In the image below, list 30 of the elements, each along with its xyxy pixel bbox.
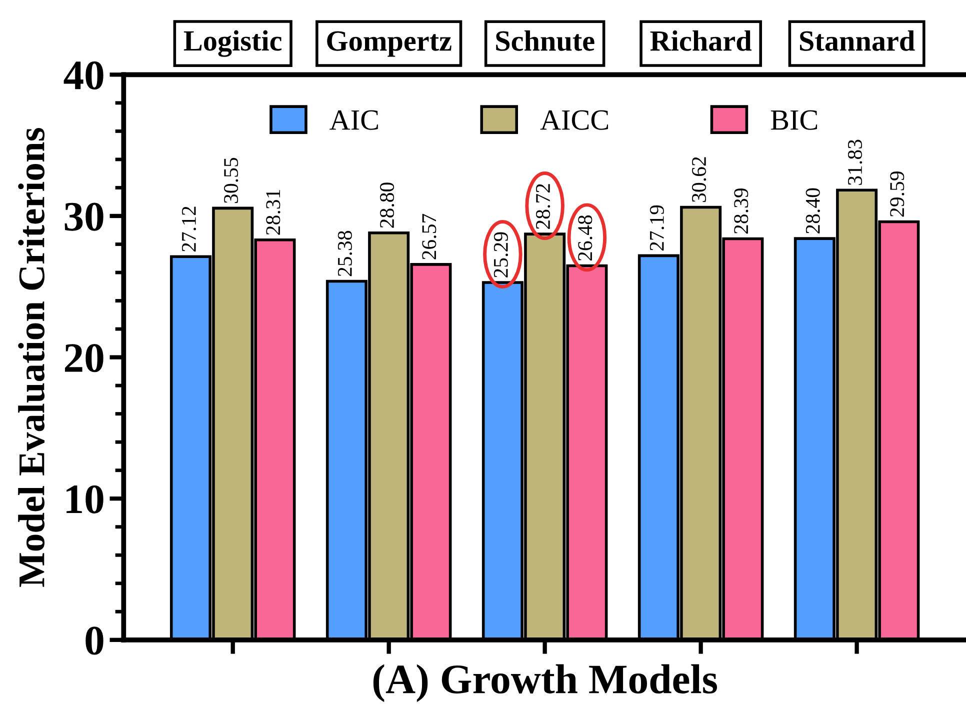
x-axis-title: (A) Growth Models (373, 664, 718, 702)
x-tick-label: Richard (650, 30, 752, 51)
data-label: 30.62 (692, 157, 706, 202)
data-label: 25.29 (494, 232, 508, 278)
data-label: 28.40 (806, 188, 820, 234)
y-tick-label: 20 (64, 344, 104, 372)
data-label: 26.48 (578, 215, 592, 261)
data-label: 28.31 (266, 190, 280, 235)
legend-label: AIC (330, 110, 378, 130)
data-label: 27.12 (182, 206, 196, 252)
data-label: 27.19 (650, 205, 664, 251)
y-tick-label: 0 (86, 626, 104, 655)
data-label: 31.83 (848, 140, 862, 185)
y-tick-label: 40 (64, 61, 104, 90)
data-label: 28.39 (734, 188, 748, 234)
y-tick-label: 10 (66, 485, 104, 514)
data-label: 30.55 (224, 158, 238, 203)
legend-label: BIC (770, 110, 818, 130)
y-axis-title: Model Evaluation Criterions (18, 128, 45, 587)
x-tick-label: Schnute (496, 30, 594, 51)
data-label: 26.57 (422, 214, 436, 260)
data-label: 28.80 (380, 182, 394, 228)
data-label: 29.59 (890, 172, 904, 217)
x-tick-label: Gompertz (327, 31, 452, 57)
y-tick-label: 30 (64, 202, 104, 231)
x-tick-label: Stannard (800, 30, 915, 51)
legend-label: AICC (540, 110, 608, 130)
data-label: 25.38 (338, 230, 352, 276)
x-tick-label: Logistic (184, 30, 282, 57)
data-label: 28.72 (536, 184, 550, 229)
